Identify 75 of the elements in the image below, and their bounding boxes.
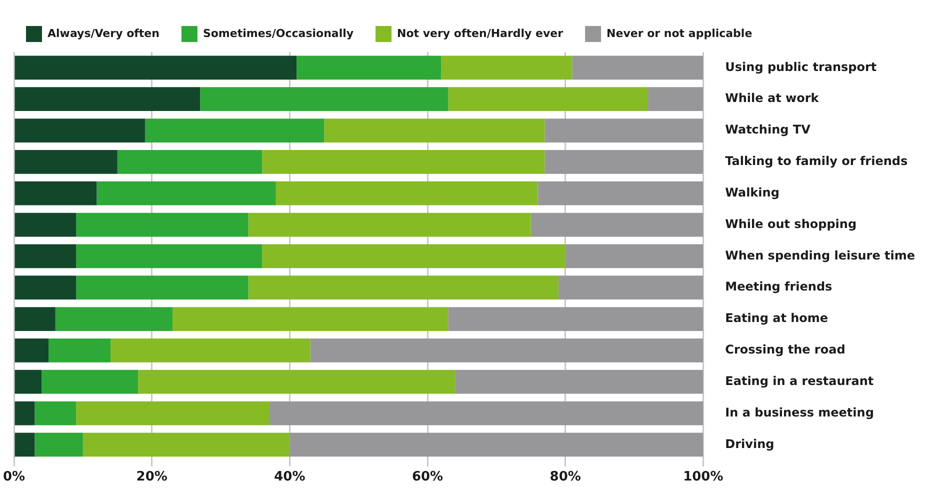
bar bbox=[14, 276, 76, 300]
x-tick-label: 0% bbox=[2, 470, 26, 485]
y-tick-label: Walking bbox=[725, 185, 780, 200]
bar bbox=[14, 118, 145, 142]
bar bbox=[34, 401, 76, 426]
bar bbox=[14, 244, 76, 268]
y-tick-label: Eating in a restaurant bbox=[725, 374, 874, 388]
bar bbox=[82, 432, 290, 457]
bar bbox=[558, 276, 704, 300]
bar bbox=[144, 118, 324, 142]
bar bbox=[262, 150, 545, 174]
bar bbox=[530, 212, 704, 237]
bar bbox=[248, 276, 558, 300]
bar bbox=[14, 212, 76, 237]
bar bbox=[76, 401, 270, 426]
y-tick-label: When spending leisure time bbox=[725, 248, 915, 262]
bar bbox=[14, 87, 200, 112]
bar bbox=[34, 432, 83, 457]
bar bbox=[572, 56, 704, 80]
bar bbox=[448, 307, 704, 331]
bar bbox=[76, 212, 248, 237]
x-tick-label: 60% bbox=[412, 470, 444, 485]
bar bbox=[172, 307, 448, 331]
y-tick-label: While at work bbox=[725, 91, 820, 106]
legend-label: Not very often/Hardly ever bbox=[397, 26, 564, 40]
y-tick-label: Using public transport bbox=[725, 60, 877, 74]
bar bbox=[441, 56, 572, 80]
bar bbox=[648, 87, 704, 112]
legend-label: Always/Very often bbox=[48, 26, 160, 40]
bar bbox=[565, 244, 704, 268]
bar bbox=[14, 150, 118, 174]
y-tick-label: Talking to family or friends bbox=[725, 154, 908, 168]
bar bbox=[14, 56, 297, 80]
bar bbox=[296, 56, 442, 80]
y-tick-label: In a business meeting bbox=[725, 405, 874, 420]
y-tick-label: Driving bbox=[725, 436, 774, 451]
bar bbox=[14, 338, 48, 362]
bar bbox=[14, 432, 35, 457]
bar bbox=[96, 181, 276, 206]
bar bbox=[324, 118, 545, 142]
bar bbox=[200, 87, 448, 112]
bar bbox=[76, 244, 262, 268]
y-tick-label: Meeting friends bbox=[725, 280, 832, 294]
bar bbox=[110, 338, 310, 362]
bar bbox=[544, 150, 704, 174]
legend-label: Sometimes/Occasionally bbox=[202, 26, 354, 40]
x-tick-label: 100% bbox=[683, 470, 724, 485]
bar bbox=[448, 87, 648, 112]
bar bbox=[14, 401, 35, 426]
bar bbox=[248, 212, 531, 237]
bar bbox=[76, 276, 248, 300]
y-tick-label: While out shopping bbox=[725, 216, 857, 231]
x-tick-label: 40% bbox=[274, 470, 306, 485]
bar bbox=[48, 338, 111, 362]
bar bbox=[290, 432, 704, 457]
bar bbox=[14, 307, 56, 331]
bar bbox=[117, 150, 262, 174]
bar bbox=[269, 401, 704, 426]
bar bbox=[14, 181, 97, 206]
y-tick-label: Watching TV bbox=[725, 122, 812, 137]
bar bbox=[538, 181, 704, 206]
bar bbox=[55, 307, 173, 331]
y-tick-label: Crossing the road bbox=[725, 342, 846, 357]
y-tick-label: Eating at home bbox=[725, 311, 828, 326]
x-tick-label: 20% bbox=[136, 470, 168, 485]
bar bbox=[276, 181, 538, 206]
bar bbox=[310, 338, 704, 362]
bar bbox=[42, 370, 138, 394]
legend-label: Never or not applicable bbox=[606, 26, 752, 40]
x-tick-label: 80% bbox=[550, 470, 581, 485]
bar bbox=[138, 370, 456, 394]
bar bbox=[544, 118, 704, 142]
bar bbox=[14, 370, 42, 394]
bar bbox=[455, 370, 704, 394]
bar bbox=[262, 244, 566, 268]
